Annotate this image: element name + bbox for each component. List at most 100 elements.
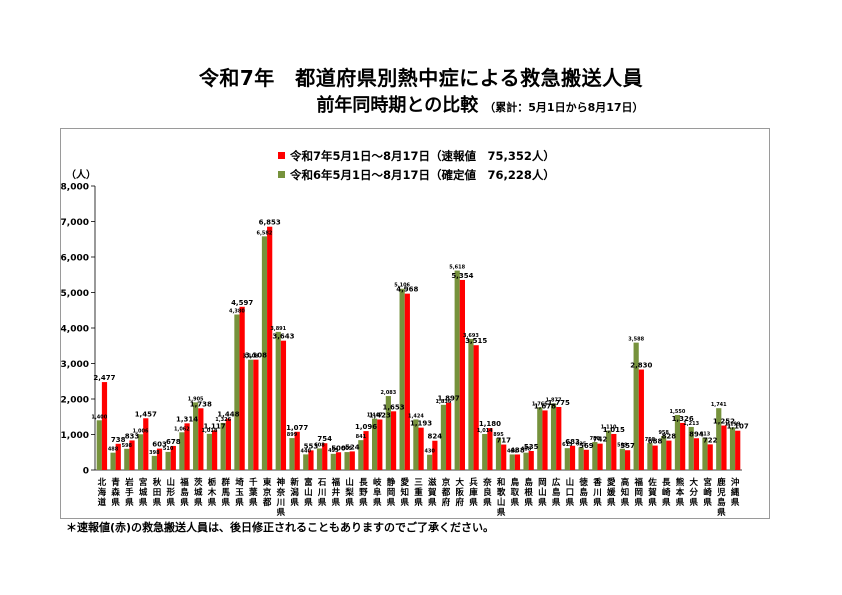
bar-prev-year	[399, 288, 405, 470]
data-label: 500	[331, 444, 346, 452]
data-label: 895	[493, 432, 504, 438]
data-label: 599	[617, 443, 628, 449]
chart-frame	[60, 128, 770, 519]
x-tick-label: 秋田県	[152, 477, 162, 508]
y-tick-label: 4,000	[61, 325, 89, 335]
data-label: 1,423	[369, 411, 391, 419]
data-label: 841	[356, 434, 367, 440]
bar-prev-year	[454, 270, 460, 470]
x-tick-label: 兵庫県	[469, 477, 478, 508]
x-tick-label: 和歌山県	[497, 477, 506, 518]
bar-current-year	[542, 410, 548, 470]
bar-current-year	[473, 345, 479, 470]
data-label: 438	[510, 446, 525, 454]
bar-current-year	[721, 425, 727, 470]
bar-prev-year	[468, 338, 474, 470]
bar-prev-year	[358, 440, 364, 470]
bar-prev-year	[606, 430, 612, 470]
bar-current-year	[693, 438, 700, 470]
x-tick-label: 愛知県	[400, 477, 409, 508]
x-tick-label: 群馬県	[221, 477, 231, 508]
x-tick-label: 栃木県	[207, 477, 217, 508]
bar-current-year	[198, 408, 204, 470]
x-tick-label: 山口県	[566, 477, 575, 508]
data-label: 1,905	[188, 396, 204, 402]
bar-prev-year	[564, 448, 570, 470]
legend-label: 令和7年5月1日～8月17日（速報値 75,352人）	[289, 149, 555, 163]
bar-prev-year	[440, 404, 447, 470]
bar-prev-year	[619, 448, 625, 470]
x-tick-label: 京都府	[441, 477, 451, 508]
bar-current-year	[432, 440, 438, 470]
data-label: 569	[579, 442, 594, 450]
bar-current-year	[652, 445, 658, 470]
bar-current-year	[501, 444, 507, 470]
data-label: 958	[658, 430, 669, 436]
bar-current-year	[680, 422, 686, 470]
bar-current-year	[129, 440, 135, 470]
data-label: 6,582	[257, 230, 273, 236]
legend-swatch	[278, 152, 285, 159]
data-label: 1,550	[670, 409, 686, 415]
x-tick-label: 大阪府	[456, 477, 465, 508]
data-label: 1,836	[436, 399, 452, 405]
data-label: 488	[521, 447, 532, 453]
data-label: 678	[166, 438, 181, 446]
data-label: 4,968	[396, 286, 418, 294]
bar-prev-year	[661, 435, 667, 470]
data-label: 438	[507, 448, 518, 454]
data-label: 2,083	[380, 390, 396, 396]
data-label: 833	[125, 432, 140, 440]
bar-current-year	[707, 444, 713, 470]
bar-current-year	[666, 440, 672, 470]
bar-current-year	[280, 340, 287, 470]
bar-current-year	[735, 430, 741, 470]
x-tick-label: 愛媛県	[606, 477, 616, 508]
bar-prev-year	[647, 443, 653, 470]
data-label: 635	[576, 441, 587, 447]
bar-prev-year	[674, 414, 681, 470]
data-label: 1,424	[408, 413, 424, 419]
data-label: 828	[662, 433, 677, 441]
y-axis-unit-label: （人）	[66, 168, 96, 181]
data-label: 553	[304, 442, 319, 450]
y-tick-label: 8,000	[61, 183, 89, 193]
data-label: 1,193	[410, 420, 432, 428]
x-tick-label: 徳島県	[578, 477, 588, 508]
x-tick-label: 埼玉県	[235, 477, 244, 508]
subtitle-main: 前年同時期との比較	[316, 95, 479, 116]
data-label: 742	[593, 436, 608, 444]
y-tick-label: 5,000	[61, 289, 89, 299]
data-label: 557	[620, 442, 635, 450]
bar-current-year	[239, 306, 245, 470]
data-label: 398	[149, 450, 160, 456]
bar-current-year	[611, 433, 617, 470]
data-label: 1,326	[672, 415, 694, 423]
x-tick-label: 広島県	[552, 477, 561, 508]
bars	[96, 226, 741, 470]
data-label: 1,400	[91, 414, 107, 420]
data-label: 1,457	[135, 410, 157, 418]
legend: 令和7年5月1日～8月17日（速報値 75,352人） 令和6年5月1日～8月17…	[278, 149, 555, 182]
data-label: 1,015	[603, 426, 625, 434]
data-label: 5,106	[394, 283, 410, 289]
data-label: 3,693	[463, 333, 479, 339]
data-label: 4,380	[229, 309, 245, 315]
data-label: 1,199	[725, 421, 741, 427]
bar-current-year	[363, 431, 369, 470]
data-label: 440	[301, 448, 312, 454]
x-tick-label: 鹿児島県	[716, 477, 726, 518]
data-label: 788	[590, 436, 601, 442]
subtitle-period: （累計：5月1日から8月17日）	[484, 101, 644, 114]
bar-current-year	[115, 443, 121, 470]
x-tick-label: 佐賀県	[647, 477, 657, 508]
bar-prev-year	[193, 402, 199, 470]
bar-prev-year	[137, 434, 144, 470]
bar-prev-year	[592, 442, 598, 470]
bar-current-year	[404, 293, 410, 470]
data-label: 3,515	[465, 337, 487, 345]
bar-current-year	[156, 448, 163, 470]
data-label: 1,653	[382, 403, 404, 411]
x-tick-label: 滋賀県	[427, 477, 437, 508]
data-label: 1,738	[190, 400, 212, 408]
